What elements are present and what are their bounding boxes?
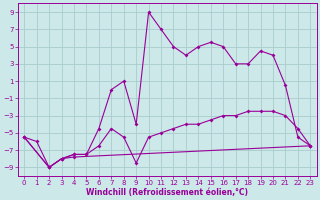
- X-axis label: Windchill (Refroidissement éolien,°C): Windchill (Refroidissement éolien,°C): [86, 188, 248, 197]
